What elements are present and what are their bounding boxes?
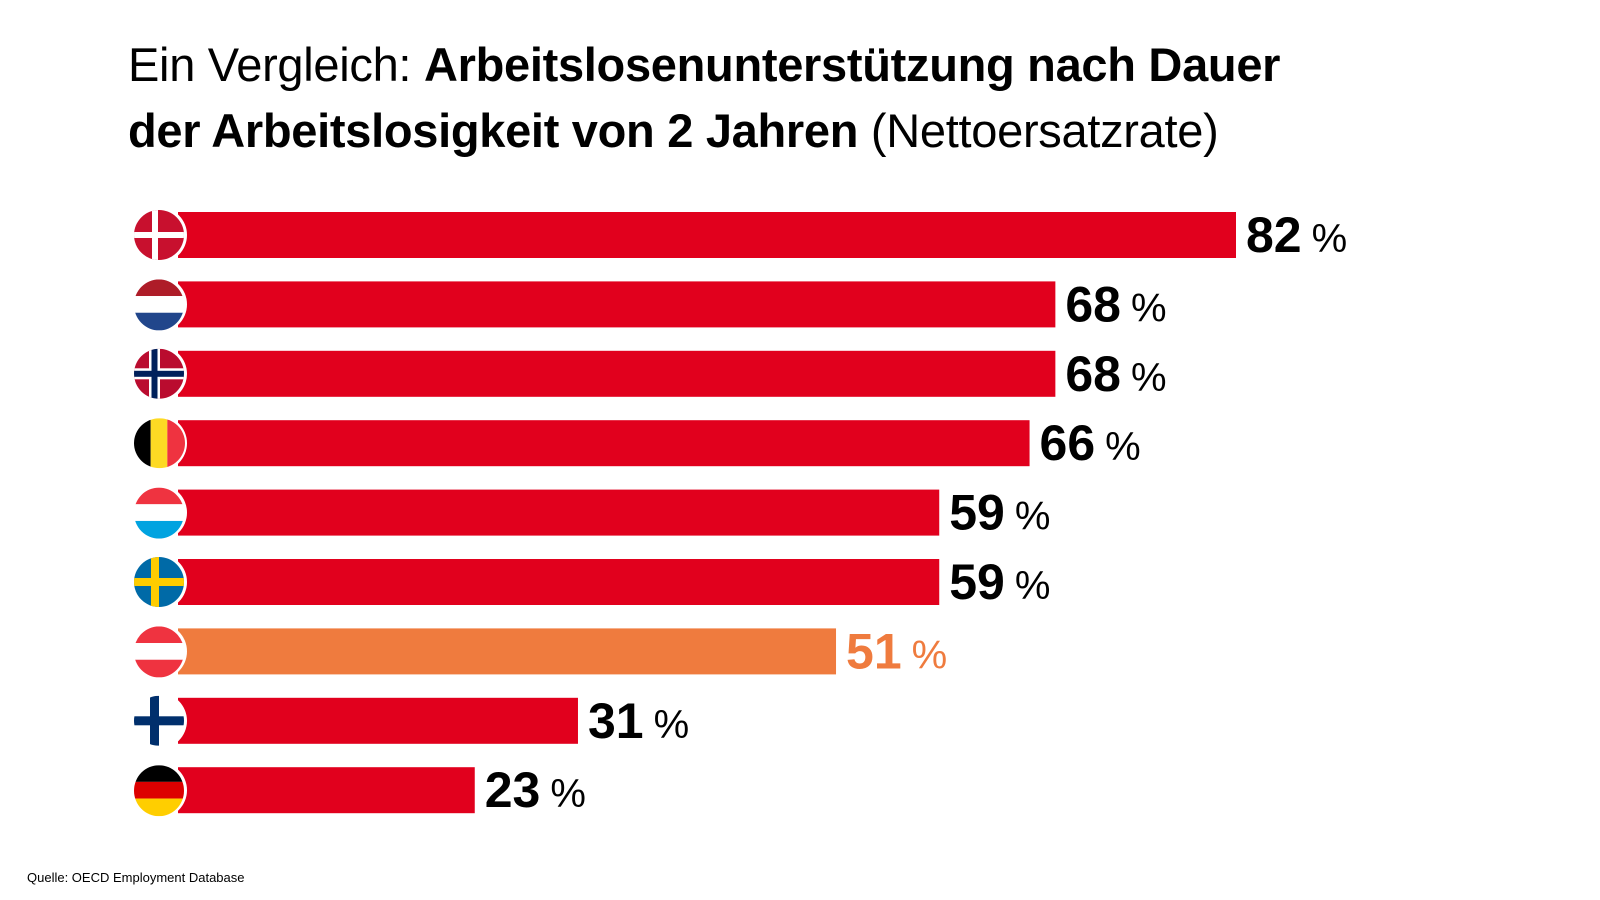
value-number: 68	[1065, 346, 1121, 402]
bar	[178, 559, 940, 605]
title-suffix: (Nettoersatzrate)	[858, 104, 1219, 157]
value-label: 51%	[846, 623, 947, 679]
value-unit: %	[1015, 564, 1051, 608]
value-number: 59	[949, 485, 1005, 541]
germany-flag-icon	[131, 762, 187, 819]
value-label: 59%	[949, 485, 1050, 541]
finland-flag-icon	[131, 692, 187, 749]
bar	[178, 281, 1056, 328]
value-unit: %	[1312, 217, 1348, 261]
bar-row: 59%	[131, 484, 1050, 541]
value-label: 59%	[949, 554, 1050, 610]
value-unit: %	[550, 772, 586, 816]
value-label: 66%	[1040, 415, 1141, 471]
bar	[178, 767, 475, 814]
value-unit: %	[1015, 495, 1051, 539]
bar	[178, 212, 1236, 258]
bar	[178, 350, 1056, 397]
value-number: 82	[1246, 207, 1302, 263]
bar-row: 59%	[131, 554, 1050, 610]
bar-row: 31%	[131, 692, 689, 749]
bar	[178, 489, 940, 536]
value-label: 31%	[588, 693, 689, 749]
value-number: 23	[485, 762, 541, 818]
value-label: 68%	[1065, 346, 1166, 402]
bar-row: 51%	[131, 623, 947, 680]
austria-flag-icon	[131, 623, 187, 680]
value-number: 66	[1040, 415, 1096, 471]
title-bold-line-1: Arbeitslosenunterstützung nach Dauer	[423, 38, 1281, 91]
bar-row: 68%	[131, 276, 1167, 333]
value-unit: %	[912, 633, 948, 677]
bar	[178, 697, 578, 744]
bar	[178, 628, 837, 675]
value-unit: %	[654, 703, 690, 747]
chart-title: Ein Vergleich: Arbeitslosenunterstützung…	[128, 32, 1528, 164]
bar	[178, 420, 1030, 467]
belgium-flag-icon	[131, 415, 187, 472]
value-unit: %	[1131, 286, 1167, 330]
value-number: 51	[846, 623, 902, 679]
norway-flag-icon	[131, 345, 187, 402]
netherlands-flag-icon	[131, 276, 187, 333]
denmark-flag-icon	[131, 207, 187, 263]
value-label: 23%	[485, 762, 586, 818]
bar-row: 66%	[131, 415, 1141, 472]
value-unit: %	[1131, 356, 1167, 400]
value-label: 68%	[1065, 276, 1166, 332]
bar-row: 82%	[131, 207, 1347, 263]
bar-row: 23%	[131, 762, 586, 819]
source-note: Quelle: OECD Employment Database	[27, 870, 245, 885]
sweden-flag-icon	[131, 554, 187, 610]
title-bold-line-2: der Arbeitslosigkeit von 2 Jahren	[128, 104, 859, 157]
value-number: 68	[1065, 276, 1121, 332]
title-prefix: Ein Vergleich:	[128, 38, 424, 91]
luxembourg-flag-icon	[131, 484, 187, 541]
value-label: 82%	[1246, 207, 1347, 263]
value-number: 59	[949, 554, 1005, 610]
value-unit: %	[1105, 425, 1141, 469]
value-number: 31	[588, 693, 644, 749]
bar-row: 68%	[131, 345, 1167, 402]
